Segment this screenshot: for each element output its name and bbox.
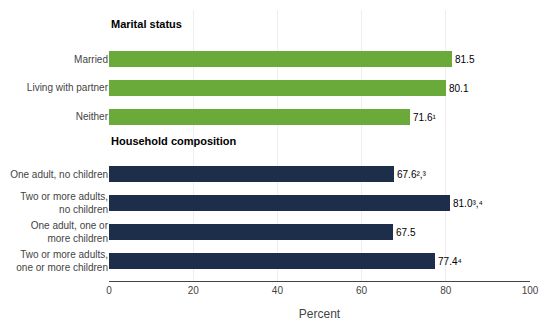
svg-text:One adult, no children: One adult, no children bbox=[10, 169, 108, 180]
svg-text:One adult, one ormore children: One adult, one ormore children bbox=[31, 220, 109, 244]
svg-text:Living with partner: Living with partner bbox=[27, 82, 109, 93]
svg-text:40: 40 bbox=[272, 285, 284, 296]
svg-text:71.6¹: 71.6¹ bbox=[413, 112, 436, 123]
svg-text:80: 80 bbox=[440, 285, 452, 296]
svg-text:Percent: Percent bbox=[299, 307, 341, 321]
svg-text:Marital status: Marital status bbox=[111, 18, 182, 30]
svg-text:0: 0 bbox=[106, 285, 112, 296]
svg-text:67.6²,³: 67.6²,³ bbox=[397, 169, 427, 180]
svg-text:67.5: 67.5 bbox=[396, 227, 416, 238]
svg-text:Married: Married bbox=[74, 54, 108, 65]
svg-text:100: 100 bbox=[522, 285, 539, 296]
svg-text:81.5: 81.5 bbox=[455, 54, 475, 65]
svg-text:80.1: 80.1 bbox=[449, 83, 469, 94]
svg-text:Household composition: Household composition bbox=[111, 135, 237, 147]
svg-text:81.0³,⁴: 81.0³,⁴ bbox=[453, 198, 483, 209]
svg-text:20: 20 bbox=[188, 285, 200, 296]
svg-text:Neither: Neither bbox=[76, 111, 109, 122]
svg-text:60: 60 bbox=[356, 285, 368, 296]
svg-text:77.4⁴: 77.4⁴ bbox=[438, 256, 462, 267]
svg-text:Two or more adults,no children: Two or more adults,no children bbox=[20, 191, 108, 215]
svg-text:Two or more adults,one or more: Two or more adults,one or more children bbox=[16, 249, 108, 273]
